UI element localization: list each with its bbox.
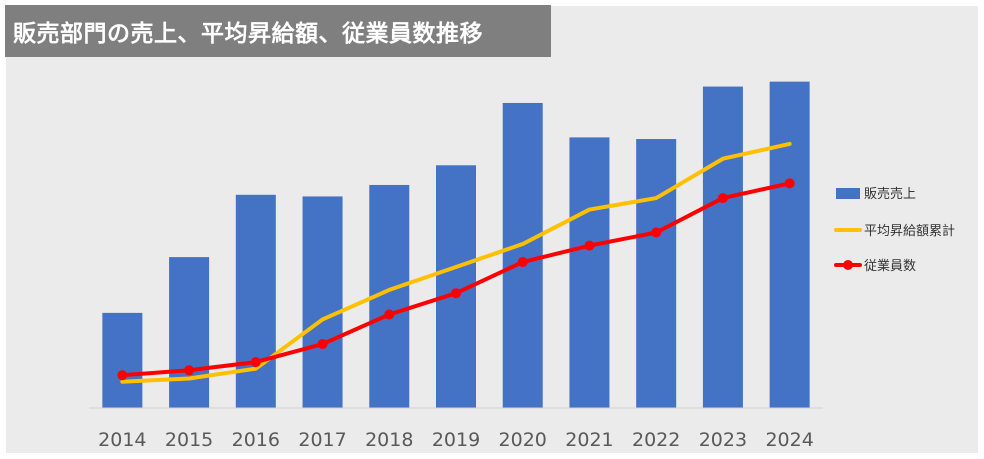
marker-2016 (250, 357, 261, 368)
marker-2023 (717, 193, 728, 204)
bar-2017 (302, 196, 343, 408)
x-tick-label: 2024 (765, 429, 813, 451)
legend-swatch-bar (836, 188, 860, 199)
bar-2021 (569, 137, 610, 408)
x-tick-labels: 2014 2015 2016 2017 2018 2019 2020 2021 2022 2023… (98, 429, 814, 451)
marker-2024 (784, 178, 795, 189)
legend-item: 販売売上 (836, 186, 916, 202)
marker-2017 (317, 339, 328, 350)
marker-2018 (384, 309, 395, 320)
bar-2023 (702, 86, 743, 408)
x-tick-label: 2021 (565, 429, 613, 451)
x-tick-label: 2020 (499, 429, 547, 451)
x-tick-label: 2022 (632, 429, 680, 451)
marker-2020 (517, 257, 528, 268)
x-tick-label: 2017 (298, 429, 346, 451)
line-series-1 (120, 141, 792, 384)
marker-2015 (184, 365, 195, 376)
chart-title-box: 販売部門の売上、平均昇給額、従業員数推移 (5, 5, 551, 57)
legend-label: 販売売上 (864, 186, 916, 202)
marker-2021 (584, 240, 595, 251)
bar-2014 (102, 312, 143, 408)
marker-2014 (117, 370, 128, 381)
bar-2022 (636, 139, 677, 409)
x-tick-label: 2023 (699, 429, 747, 451)
bar-2015 (169, 257, 210, 408)
bar-2016 (235, 194, 276, 408)
marker-2019 (451, 288, 461, 299)
x-tick-label: 2014 (98, 429, 146, 451)
x-tick-label: 2015 (165, 429, 213, 451)
legend-swatch-marker (843, 260, 853, 270)
bar-2024 (769, 81, 810, 408)
chart-title: 販売部門の売上、平均昇給額、従業員数推移 (13, 21, 483, 47)
legend-label: 平均昇給額累計 (864, 223, 955, 239)
marker-2022 (651, 227, 662, 238)
legend-item: 平均昇給額累計 (834, 223, 955, 239)
bars-layer (102, 81, 810, 409)
x-tick-label: 2018 (365, 429, 413, 451)
legend-label: 従業員数 (864, 258, 916, 274)
x-tick-label: 2016 (232, 429, 280, 451)
x-tick-label: 2019 (432, 429, 480, 451)
lines-layer (117, 141, 795, 384)
bar-2020 (502, 102, 543, 409)
legend-item: 従業員数 (834, 258, 916, 274)
